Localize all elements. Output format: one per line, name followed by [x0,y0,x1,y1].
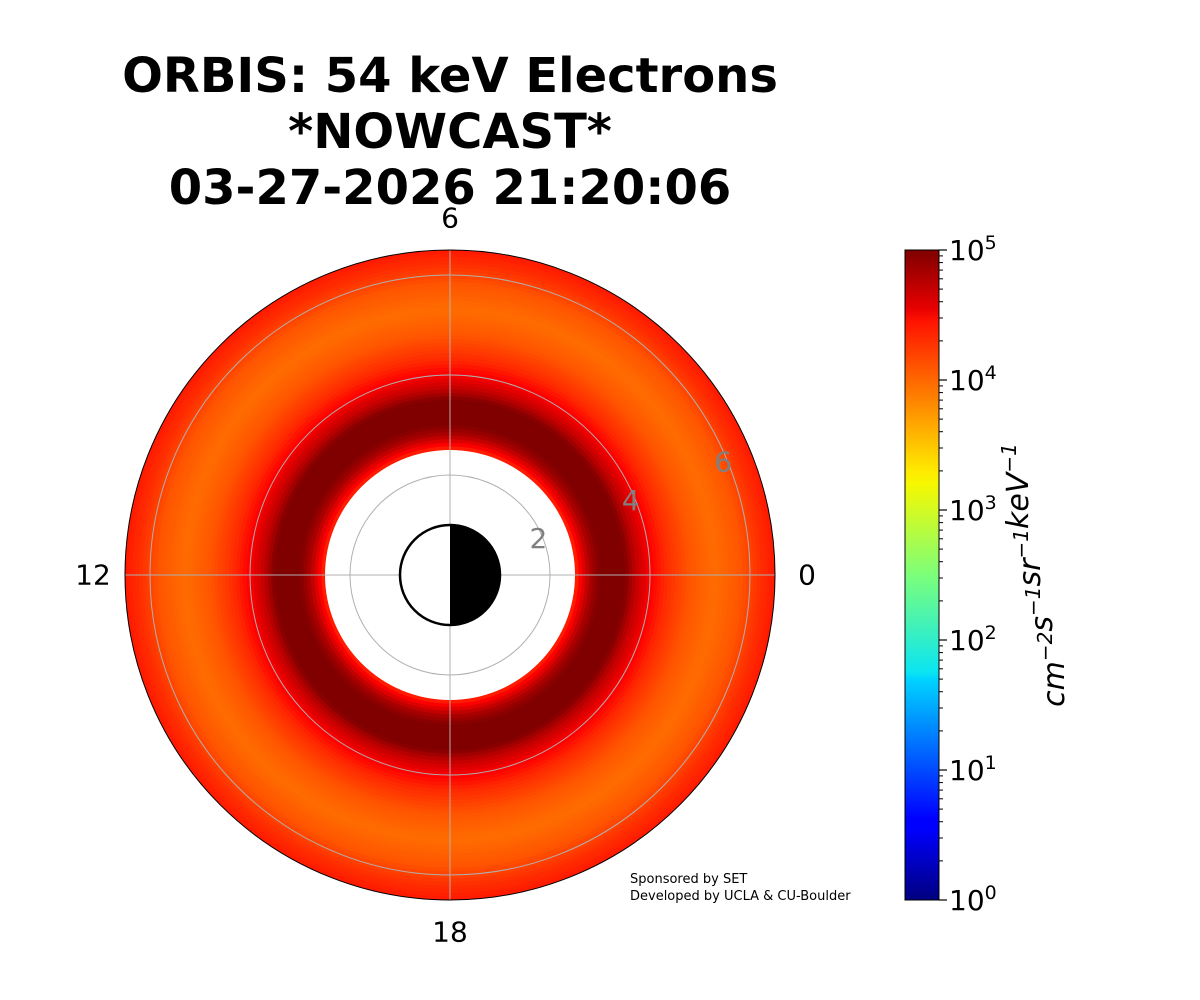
radial-tick-label: 6 [714,446,732,479]
earth-outline [398,523,502,627]
unit-base: keV [1001,470,1036,529]
colorbar-unit-label: cm−2s−1sr−1keV−1 [997,443,1072,707]
colorbar-tick-base: 10 [949,364,985,397]
unit-exp: −1 [1021,586,1045,615]
unit-exp: −1 [1009,529,1033,558]
colorbar-tick-label: 104 [949,362,997,397]
angular-tick-label: 12 [75,559,111,592]
colorbar-tick-exp: 3 [985,492,997,514]
unit-base: cm [1037,661,1072,707]
colorbar-tick-base: 10 [949,494,985,527]
colorbar-tick-base: 10 [949,884,985,917]
colorbar-tick-label: 101 [949,752,997,787]
credit-developer: Developed by UCLA & CU-Boulder [630,889,851,904]
colorbar-tick-exp: 2 [985,622,997,644]
title-line-3: 03-27-2026 21:20:06 [168,160,732,216]
title-line-2: *NOWCAST* [288,104,612,160]
unit-exp: −2 [1033,632,1057,661]
unit-base: s [1025,616,1060,632]
colorbar-tick-label: 100 [949,882,997,917]
credits: Sponsored by SET Developed by UCLA & CU-… [630,871,851,905]
colorbar-tick-base: 10 [949,624,985,657]
colorbar-tick-exp: 1 [985,752,997,774]
title-line-1: ORBIS: 54 keV Electrons [122,48,778,104]
unit-base: sr [1013,557,1048,587]
angular-tick-label: 6 [441,202,459,235]
colorbar-gradient [904,249,940,901]
angular-tick-label: 18 [432,916,468,949]
colorbar-tick-exp: 0 [985,882,997,904]
colorbar-tick-label: 102 [949,622,997,657]
credit-sponsor: Sponsored by SET [630,872,748,887]
earth-nightside [450,525,500,625]
angular-tick-label: 0 [798,559,816,592]
colorbar-tick-base: 10 [949,754,985,787]
colorbar-tick-base: 10 [949,234,985,267]
radial-tick-label: 2 [529,522,547,555]
unit-exp: −1 [997,443,1021,472]
colorbar-tick-exp: 5 [985,232,997,254]
radial-tick-label: 4 [622,484,640,517]
colorbar-tick-label: 105 [949,232,997,267]
colorbar-tick-exp: 4 [985,362,997,384]
colorbar-tick-label: 103 [949,492,997,527]
chart-title: ORBIS: 54 keV Electrons *NOWCAST* 03-27-… [0,48,900,216]
polar-frame [124,249,776,901]
